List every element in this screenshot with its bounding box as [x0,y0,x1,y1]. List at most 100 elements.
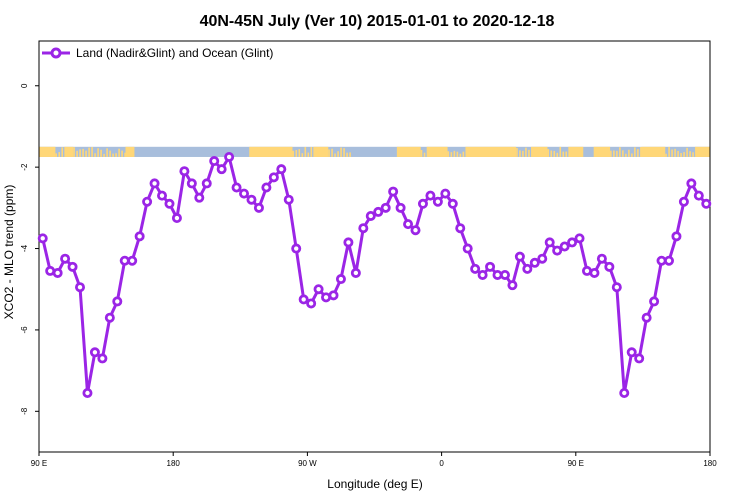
land-band-segment [465,146,517,157]
data-point [403,219,414,230]
data-point [544,237,555,248]
land-band-speck [686,147,688,157]
data-point [365,210,376,221]
data-point [201,178,212,189]
land-band-speck [106,148,108,157]
y-tick-label: -2 [20,163,29,171]
data-point [671,231,682,242]
data-point [67,261,78,272]
land-band-speck [58,152,61,157]
land-band-speck [553,150,556,157]
x-axis-label: Longitude (deg E) [327,477,422,491]
land-band-segment [695,146,710,157]
land-band-speck [331,148,333,157]
data-point [358,223,369,234]
data-point [231,182,242,193]
surface-band [39,146,710,157]
land-band-speck [562,151,565,157]
land-band-speck [671,149,673,157]
land-band-speck [447,151,450,157]
data-point [626,347,637,358]
data-point [298,294,309,305]
legend: Land (Nadir&Glint) and Ocean (Glint) [42,46,273,60]
land-band-segment [313,146,329,157]
data-point [60,253,71,264]
data-point [224,151,235,162]
data-point [82,387,93,398]
data-point [216,164,227,175]
data-point [693,190,704,201]
land-band-speck [640,147,642,157]
legend-label: Land (Nadir&Glint) and Ocean (Glint) [76,46,273,60]
data-point [283,194,294,205]
data-point [701,198,712,209]
land-band-speck [88,147,90,157]
land-band-speck [634,147,636,157]
data-point [164,198,175,209]
data-point [253,202,264,213]
land-band-speck [85,150,87,157]
land-band-segment [249,146,293,157]
data-point [268,172,279,183]
land-band-speck [459,153,462,157]
data-point [663,255,674,266]
land-band-speck [298,149,301,157]
data-point [157,190,168,201]
data-point [522,263,533,274]
y-tick-label: 0 [20,83,29,88]
data-point [574,233,585,244]
data-point [343,237,354,248]
data-point [97,353,108,364]
y-tick-label: -6 [20,326,29,334]
land-band-speck [349,152,351,157]
land-band-speck [677,150,679,157]
land-band-speck [665,153,667,157]
data-point [485,261,496,272]
land-band-speck [55,153,58,157]
data-point [425,190,436,201]
land-band-speck [456,151,459,157]
land-band-speck [547,149,550,157]
data-point [589,267,600,278]
data-point [567,237,578,248]
land-band-speck [556,152,559,157]
data-point [373,206,384,217]
data-point [134,231,145,242]
data-point [417,198,428,209]
data-point [455,223,466,234]
data-point [142,196,153,207]
plot-frame [38,40,711,453]
x-tick-label: 90 E [31,459,47,468]
land-band-speck [528,149,530,157]
land-band-speck [613,150,615,157]
land-band-segment [64,146,74,157]
land-band-speck [346,152,348,157]
land-band-segment [426,146,448,157]
x-tick-label: 90 E [568,459,584,468]
data-point [537,253,548,264]
data-point [470,263,481,274]
land-band-speck [301,153,304,157]
land-band-speck [692,152,694,157]
data-point [209,156,220,167]
land-band-speck [76,150,78,157]
land-band-speck [118,148,120,157]
land-band-speck [97,148,99,157]
data-point [261,182,272,193]
land-band-speck [73,147,75,157]
data-point [611,282,622,293]
land-band-speck [628,149,630,157]
land-band-speck [307,152,310,157]
data-point [559,241,570,252]
data-point [75,282,86,293]
data-point [678,196,689,207]
land-band-speck [304,147,307,157]
land-band-speck [310,146,313,157]
land-band-speck [82,148,84,157]
x-tick-label: 180 [167,459,181,468]
land-band-speck [112,153,114,157]
land-band-segment [396,146,421,157]
data-point [276,164,287,175]
data-point [604,261,615,272]
